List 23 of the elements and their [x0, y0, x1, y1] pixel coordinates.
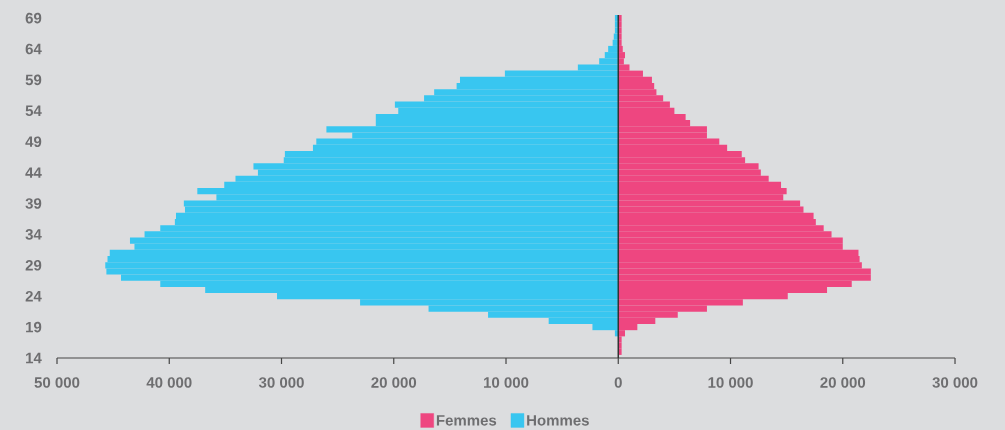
- x-tick-label: 30 000: [932, 377, 978, 388]
- x-tick-label: 0: [614, 377, 622, 388]
- legend-label: Femmes: [436, 415, 497, 426]
- y-tick-label: 14: [26, 352, 42, 364]
- y-tick-label: 24: [25, 290, 42, 302]
- y-tick-label: 29: [25, 259, 42, 271]
- x-tick-label: 20 000: [371, 377, 417, 388]
- x-tick-label: 10 000: [708, 377, 753, 388]
- x-tick-label: 10 000: [484, 377, 529, 388]
- x-tick-label: 50 000: [34, 377, 80, 388]
- y-tick-label: 49: [25, 136, 42, 147]
- y-tick-label: 19: [26, 321, 42, 333]
- y-tick-label: 54: [25, 105, 42, 117]
- x-tick-label: 30 000: [258, 377, 304, 388]
- legend-label: Hommes: [527, 415, 589, 426]
- y-tick-label: 69: [25, 12, 42, 24]
- x-tick-label: 40 000: [146, 377, 192, 388]
- x-tick-label: 20 000: [820, 377, 866, 388]
- y-tick-label: 44: [25, 167, 42, 178]
- y-tick-label: 39: [25, 198, 42, 209]
- y-tick-label: 34: [25, 229, 42, 240]
- y-tick-label: 64: [25, 43, 42, 55]
- y-tick-label: 59: [25, 74, 42, 86]
